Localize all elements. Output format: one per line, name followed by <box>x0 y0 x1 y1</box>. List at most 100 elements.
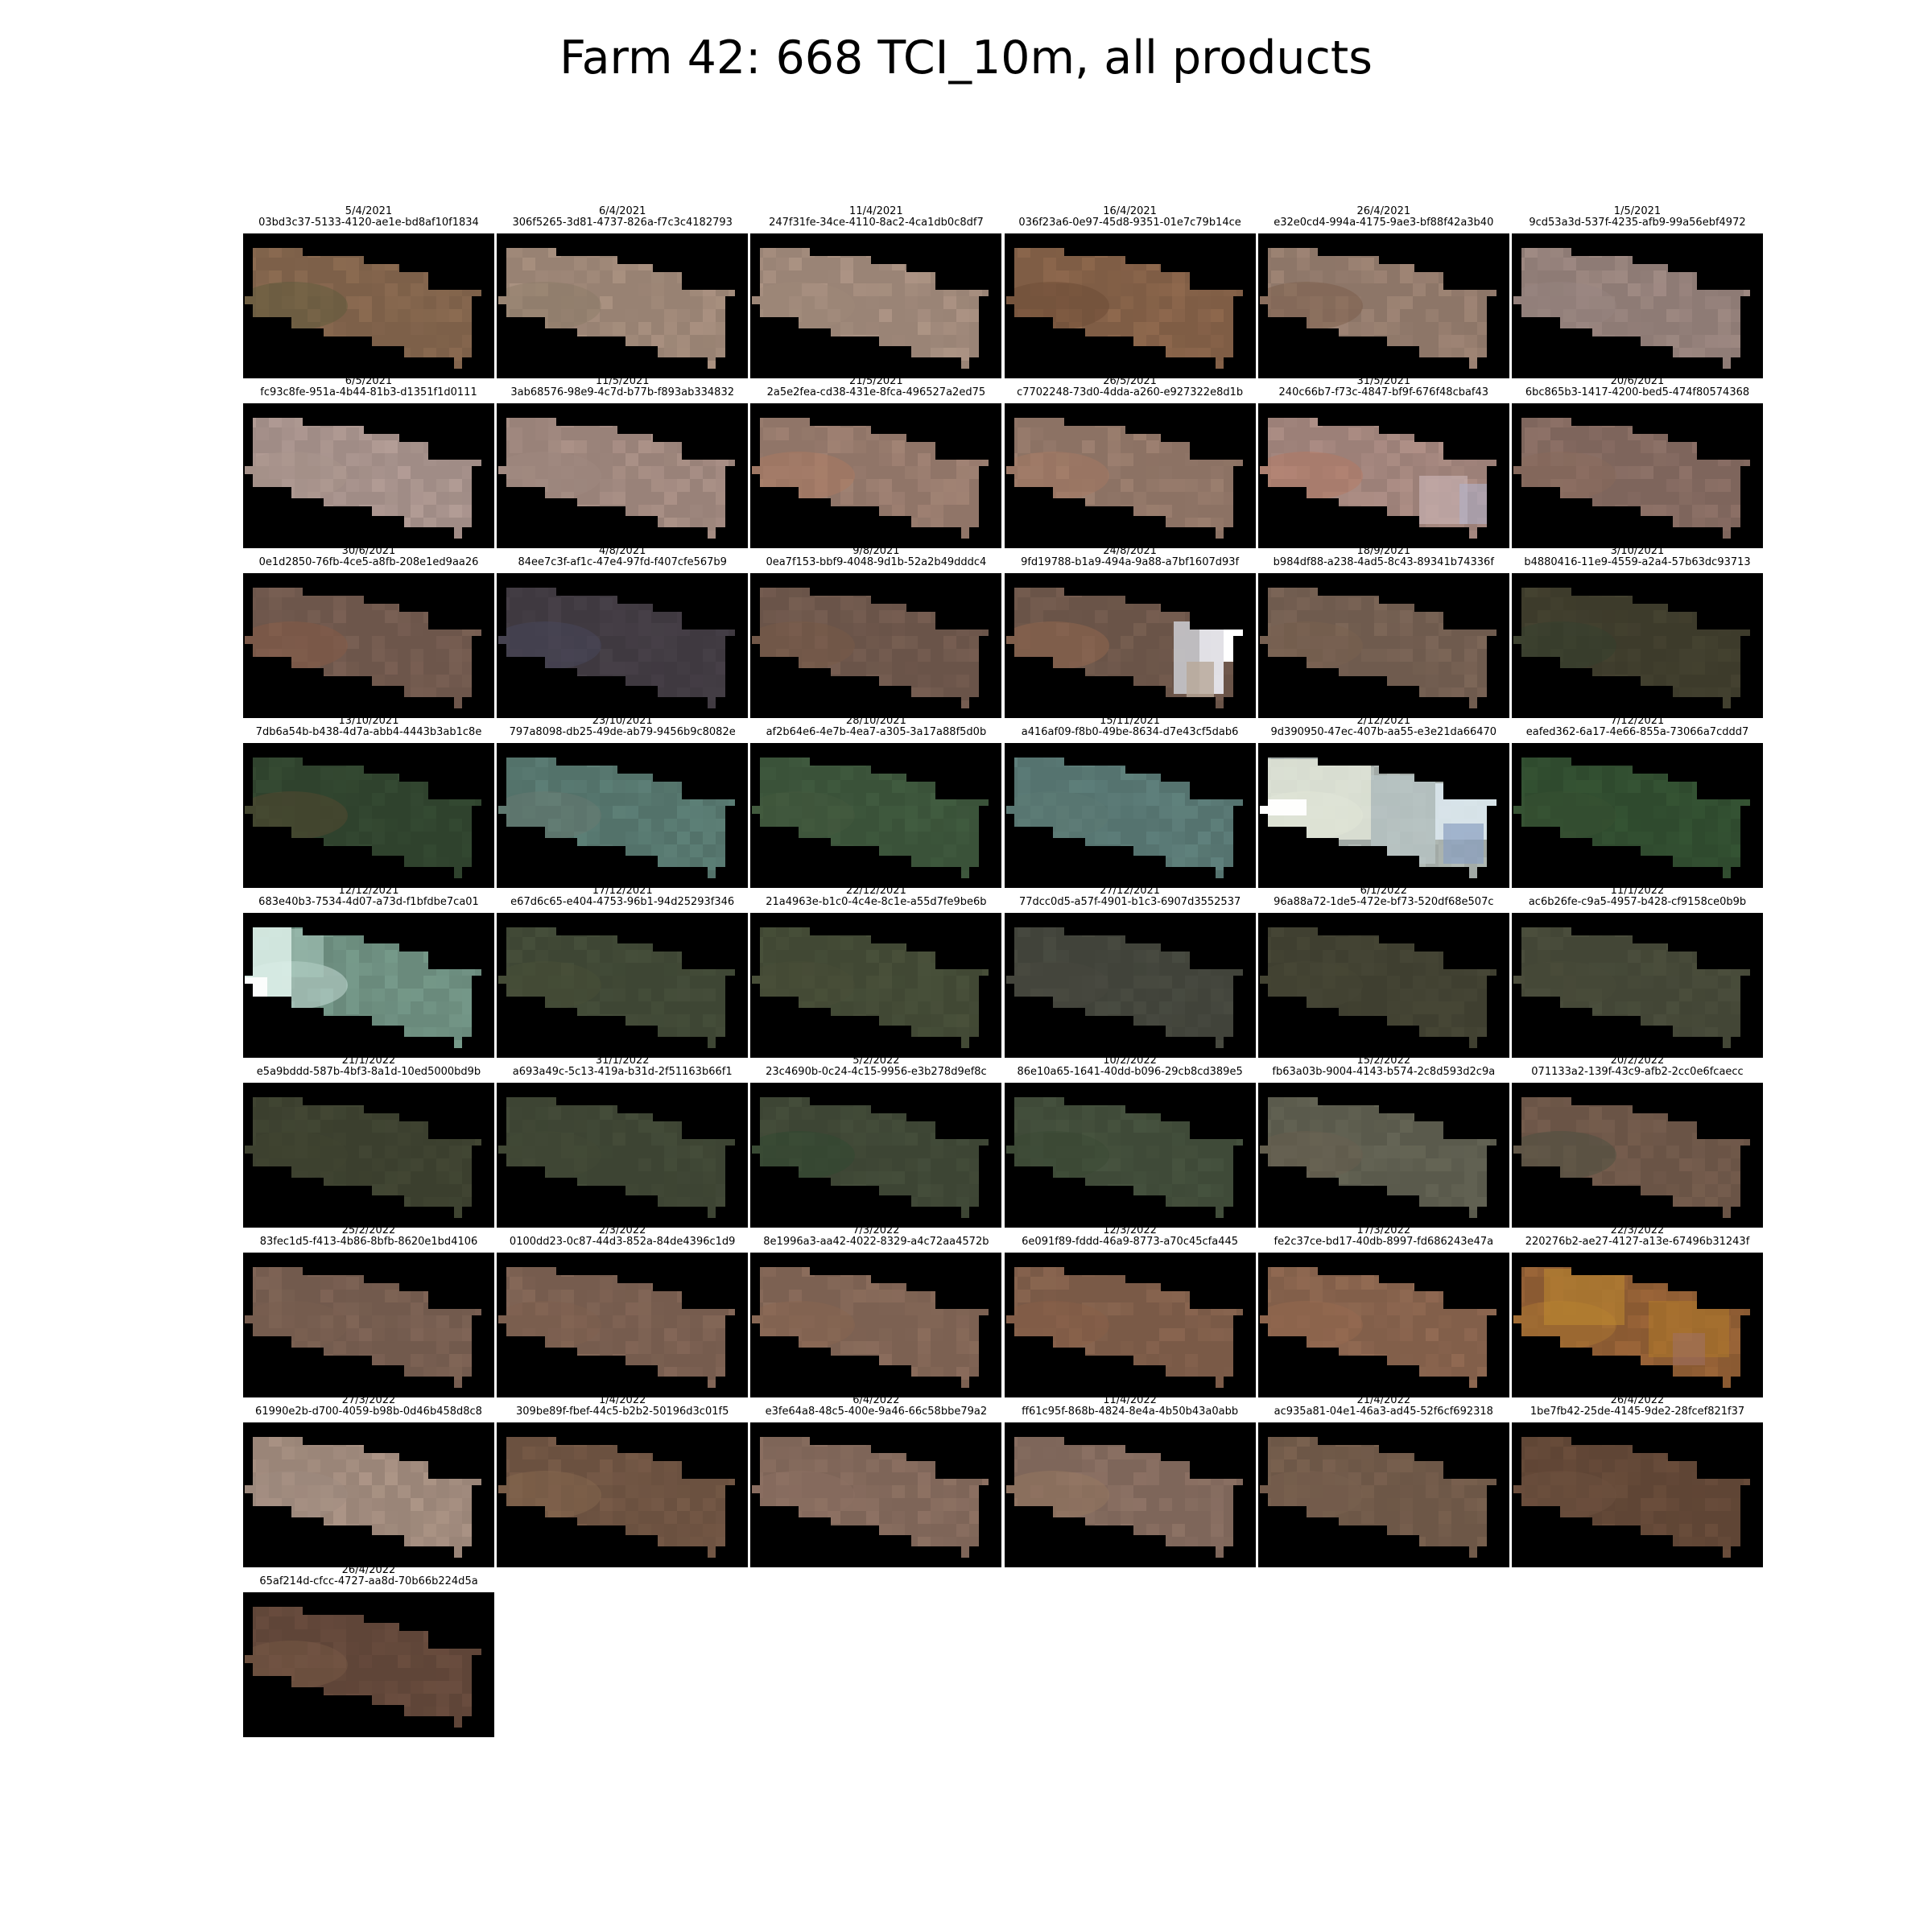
product-id: fb63a03b-9004-4143-b574-2c8d593d2c9a <box>1272 1066 1496 1078</box>
satellite-image-tile <box>750 1253 1002 1397</box>
satellite-image-tile <box>1257 913 1509 1058</box>
satellite-image-tile <box>1512 1083 1763 1228</box>
product-caption: 12/3/2022 6e091f89-fddd-46a9-8773-a70c45c… <box>995 1225 1265 1248</box>
product-caption: 1/4/2022 309be89f-fbef-44c5-b2b2-50196d3c… <box>487 1395 758 1418</box>
product-id: 6e091f89-fddd-46a9-8773-a70c45cfa445 <box>1022 1236 1239 1248</box>
satellite-image-tile <box>243 1422 494 1567</box>
product-id: e5a9bddd-587b-4bf3-8a1d-10ed5000bd9b <box>256 1066 481 1078</box>
product-id: 86e10a65-1641-40dd-b096-29cb8cd389e5 <box>1017 1066 1243 1078</box>
product-date: 23/10/2021 <box>592 715 653 727</box>
product-thumbnail: 30/6/2021 0e1d2850-76fb-4ce5-a8fb-208e1ed… <box>243 543 494 718</box>
product-id: 77dcc0d5-a57f-4901-b1c3-6907d3552537 <box>1018 896 1241 908</box>
product-id: 247f31fe-34ce-4110-8ac2-4ca1db0c8df7 <box>769 217 984 229</box>
product-thumbnail: 10/2/2022 86e10a65-1641-40dd-b096-29cb8cd… <box>1004 1052 1256 1228</box>
product-thumbnail: 3/10/2021 b4880416-11e9-4559-a2a4-57b63dc… <box>1512 543 1763 718</box>
satellite-image-tile <box>243 573 494 718</box>
satellite-image-tile <box>1004 743 1256 888</box>
product-caption: 21/5/2021 2a5e2fea-cd38-431e-8fca-496527a… <box>741 376 1011 398</box>
product-id: 309be89f-fbef-44c5-b2b2-50196d3c01f5 <box>516 1406 729 1418</box>
product-id: 0ea7f153-bbf9-4048-9d1b-52a2b49dddc4 <box>766 556 987 568</box>
product-caption: 31/5/2021 240c66b7-f73c-4847-bf9f-676f48c… <box>1249 376 1519 398</box>
satellite-image-tile <box>1512 913 1763 1058</box>
product-date: 11/4/2021 <box>849 205 903 217</box>
product-caption: 26/4/2021 e32e0cd4-994a-4175-9ae3-bf88f42… <box>1249 206 1519 229</box>
product-thumbnail: 2/12/2021 9d390950-47ec-407b-aa55-e3e21da… <box>1257 712 1509 888</box>
figure-title: Farm 42: 668 TCI_10m, all products <box>559 31 1373 85</box>
product-thumbnail: 1/4/2022 309be89f-fbef-44c5-b2b2-50196d3c… <box>497 1392 749 1567</box>
satellite-image-tile <box>1512 1253 1763 1397</box>
product-caption: 1/5/2021 9cd53a3d-537f-4235-afb9-99a56ebf… <box>1502 206 1773 229</box>
product-thumbnail: 26/5/2021 c7702248-73d0-4dda-a260-e927322… <box>1004 373 1256 548</box>
product-date: 6/4/2022 <box>852 1394 900 1406</box>
product-thumbnail: 23/10/2021 797a8098-db25-49de-ab79-9456b9… <box>497 712 749 888</box>
product-id: ff61c95f-868b-4824-8e4a-4b50b43a0abb <box>1022 1406 1239 1418</box>
product-date: 13/10/2021 <box>338 715 399 727</box>
product-id: a416af09-f8b0-49be-8634-d7e43cf5dab6 <box>1021 726 1239 738</box>
product-caption: 25/2/2022 83fec1d5-f413-4b86-8bfb-8620e1b… <box>233 1225 504 1248</box>
satellite-image-tile <box>243 233 494 378</box>
product-caption: 2/3/2022 0100dd23-0c87-44d3-852a-84de4396… <box>487 1225 758 1248</box>
product-date: 12/3/2022 <box>1103 1224 1157 1236</box>
product-thumbnail: 6/4/2021 306f5265-3d81-4737-826a-f7c3c418… <box>497 203 749 378</box>
satellite-image-tile <box>1004 1422 1256 1567</box>
product-caption: 6/4/2021 306f5265-3d81-4737-826a-f7c3c418… <box>487 206 758 229</box>
product-id: b4880416-11e9-4559-a2a4-57b63dc93713 <box>1524 556 1751 568</box>
satellite-image-tile <box>1512 1422 1763 1567</box>
product-thumbnail: 12/3/2022 6e091f89-fddd-46a9-8773-a70c45c… <box>1004 1222 1256 1397</box>
product-date: 3/10/2021 <box>1610 545 1665 557</box>
product-id: e32e0cd4-994a-4175-9ae3-bf88f42a3b40 <box>1274 217 1494 229</box>
product-date: 31/5/2021 <box>1356 375 1411 387</box>
satellite-image-tile <box>497 573 749 718</box>
product-id: e67d6c65-e404-4753-96b1-94d25293f346 <box>510 896 735 908</box>
product-id: 071133a2-139f-43c9-afb2-2cc0e6fcaecc <box>1531 1066 1744 1078</box>
satellite-image-tile <box>243 743 494 888</box>
satellite-image-tile <box>750 233 1002 378</box>
product-date: 1/5/2021 <box>1613 205 1662 217</box>
product-caption: 15/11/2021 a416af09-f8b0-49be-8634-d7e43c… <box>995 716 1265 738</box>
product-id: 61990e2b-d700-4059-b98b-0d46b458d8c8 <box>255 1406 482 1418</box>
product-caption: 17/3/2022 fe2c37ce-bd17-40db-8997-fd68624… <box>1249 1225 1519 1248</box>
product-date: 7/12/2021 <box>1610 715 1665 727</box>
satellite-image-tile <box>497 743 749 888</box>
product-thumbnail: 11/4/2022 ff61c95f-868b-4824-8e4a-4b50b43… <box>1004 1392 1256 1567</box>
product-caption: 7/12/2021 eafed362-6a17-4e66-855a-73066a7… <box>1502 716 1773 738</box>
product-caption: 22/12/2021 21a4963e-b1c0-4c4e-8c1e-a55d7f… <box>741 886 1011 908</box>
product-thumbnail: 12/12/2021 683e40b3-7534-4d07-a73d-f1bfdb… <box>243 882 494 1058</box>
product-thumbnail: 24/8/2021 9fd19788-b1a9-494a-9a88-a7bf160… <box>1004 543 1256 718</box>
field-area <box>1005 418 1243 539</box>
product-date: 21/1/2022 <box>341 1055 396 1067</box>
satellite-image-tile <box>750 573 1002 718</box>
satellite-image-tile <box>1004 913 1256 1058</box>
satellite-image-tile <box>243 1083 494 1228</box>
product-thumbnail: 5/4/2021 03bd3c37-5133-4120-ae1e-bd8af10f… <box>243 203 494 378</box>
satellite-image-tile <box>1257 1083 1509 1228</box>
product-caption: 3/10/2021 b4880416-11e9-4559-a2a4-57b63dc… <box>1502 546 1773 568</box>
product-date: 24/8/2021 <box>1103 545 1157 557</box>
product-date: 5/4/2021 <box>345 205 393 217</box>
product-caption: 6/5/2021 fc93c8fe-951a-4b44-81b3-d1351f1d… <box>233 376 504 398</box>
product-id: af2b64e6-4e7b-4ea7-a305-3a17a88f5d0b <box>766 726 987 738</box>
product-id: 23c4690b-0c24-4c15-9956-e3b278d9ef8c <box>766 1066 987 1078</box>
product-thumbnail: 31/5/2021 240c66b7-f73c-4847-bf9f-676f48c… <box>1257 373 1509 548</box>
product-caption: 11/5/2021 3ab68576-98e9-4c7d-b77b-f893ab3… <box>487 376 758 398</box>
product-date: 17/12/2021 <box>592 885 653 897</box>
product-id: 2a5e2fea-cd38-431e-8fca-496527a2ed75 <box>766 386 986 398</box>
product-id: 1be7fb42-25de-4145-9de2-28fcef821f37 <box>1530 1406 1745 1418</box>
product-date: 15/11/2021 <box>1100 715 1161 727</box>
product-caption: 26/4/2022 65af214d-cfcc-4727-aa8d-70b66b2… <box>233 1565 504 1587</box>
product-date: 18/9/2021 <box>1356 545 1411 557</box>
satellite-image-tile <box>750 913 1002 1058</box>
product-caption: 31/1/2022 a693a49c-5c13-419a-b31d-2f51163… <box>487 1055 758 1078</box>
product-thumbnail: 22/3/2022 220276b2-ae27-4127-a13e-67496b3… <box>1512 1222 1763 1397</box>
product-caption: 10/2/2022 86e10a65-1641-40dd-b096-29cb8cd… <box>995 1055 1265 1078</box>
product-thumbnail: 15/2/2022 fb63a03b-9004-4143-b574-2c8d593… <box>1257 1052 1509 1228</box>
satellite-image-tile <box>497 913 749 1058</box>
product-date: 26/4/2022 <box>1610 1394 1665 1406</box>
product-id: 306f5265-3d81-4737-826a-f7c3c4182793 <box>512 217 733 229</box>
product-date: 9/8/2021 <box>852 545 900 557</box>
product-caption: 30/6/2021 0e1d2850-76fb-4ce5-a8fb-208e1ed… <box>233 546 504 568</box>
product-date: 26/4/2022 <box>341 1564 396 1576</box>
satellite-image-tile <box>243 913 494 1058</box>
satellite-image-tile <box>1004 573 1256 718</box>
product-date: 21/4/2022 <box>1356 1394 1411 1406</box>
